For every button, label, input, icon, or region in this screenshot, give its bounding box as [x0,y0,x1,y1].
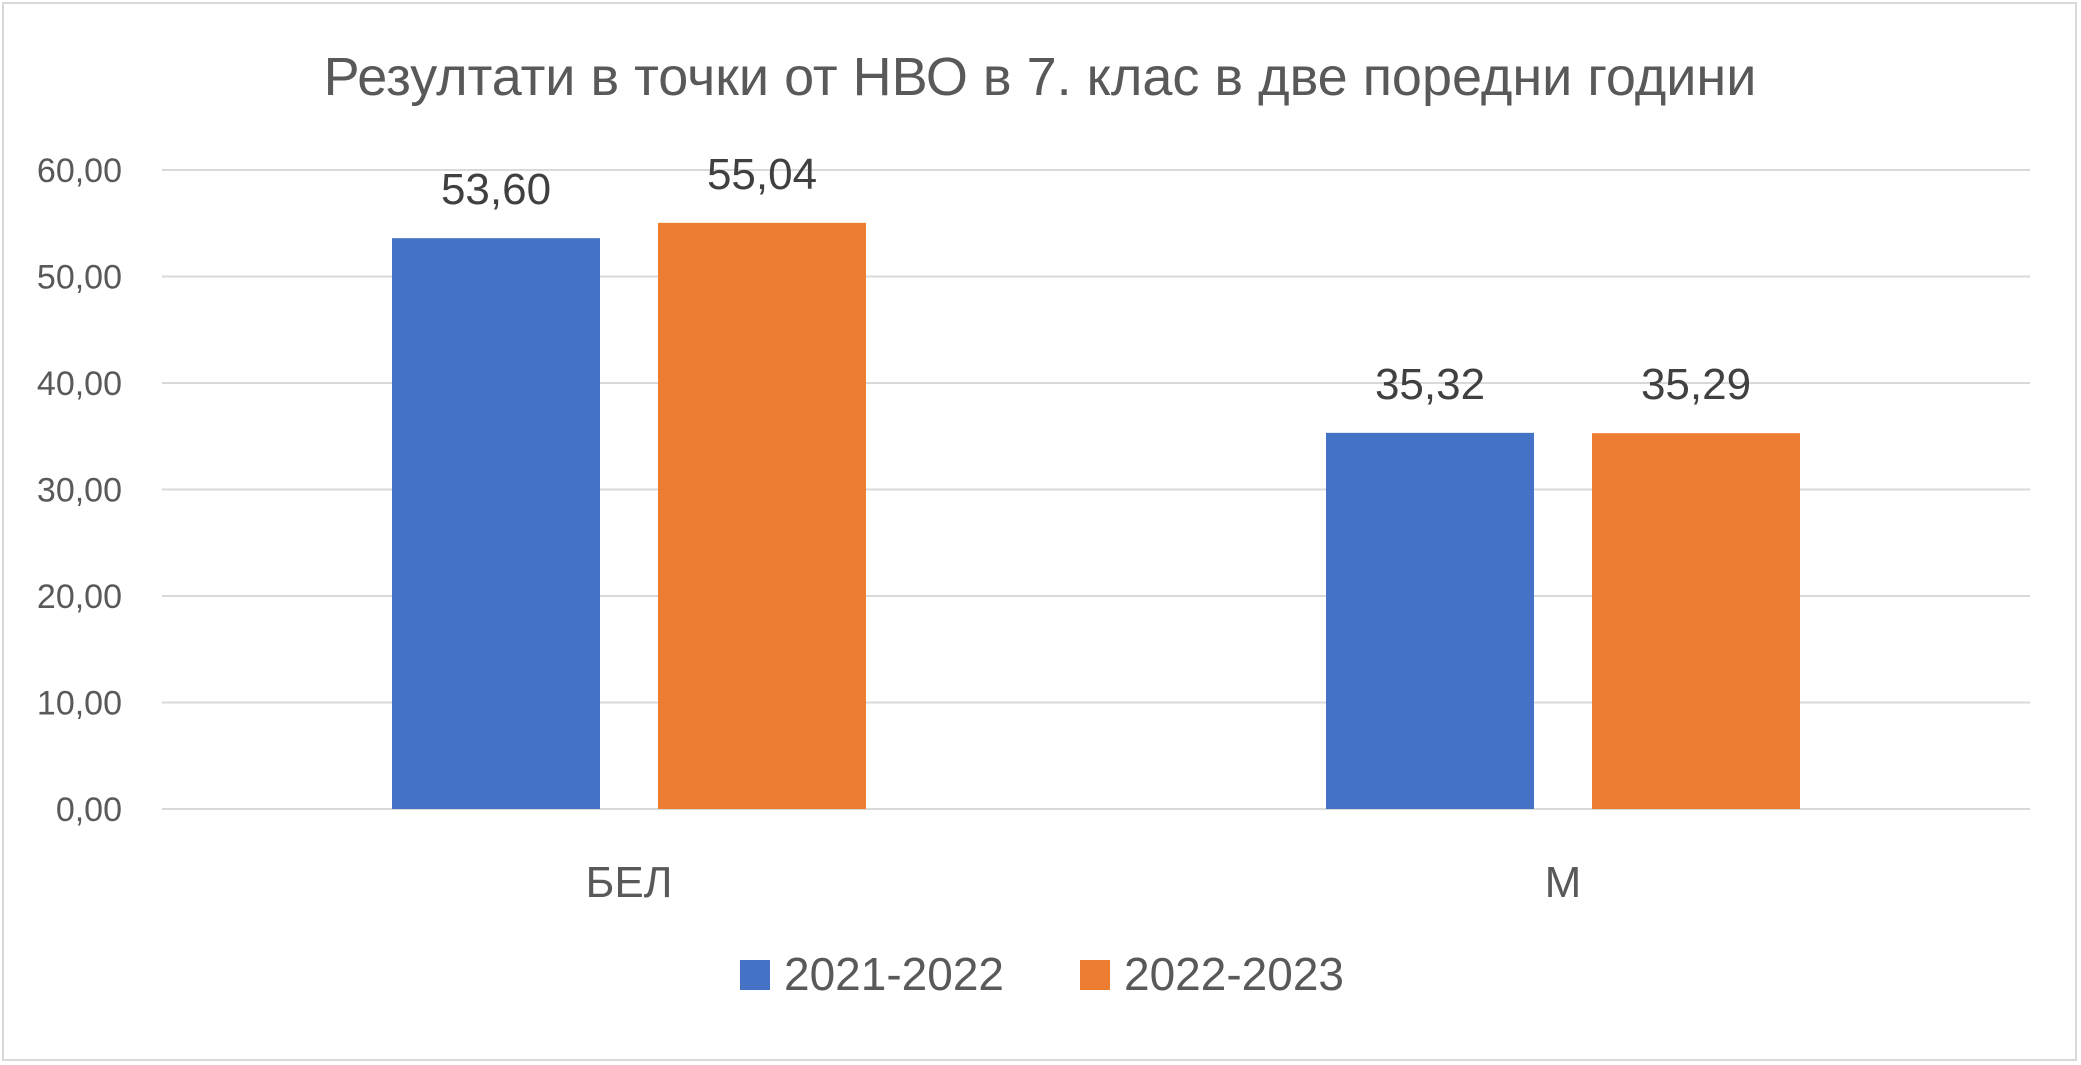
y-tick-label: 30,00 [37,472,122,510]
bar-2-2 [1592,433,1800,809]
legend-swatch [1080,960,1110,990]
data-label: 55,04 [707,150,817,199]
chart-title: Резултати в точки от НВО в 7. клас в две… [324,47,1757,107]
y-tick-label: 10,00 [37,685,122,723]
legend-swatch [740,960,770,990]
data-label: 35,32 [1375,360,1485,409]
x-axis-categories: БЕЛ М [585,858,1581,907]
y-tick-label: 40,00 [37,365,122,403]
data-label: 35,29 [1641,360,1751,409]
bar-2-1 [1326,432,1534,809]
legend: 2021-2022 2022-2023 [740,948,1344,1000]
x-category-label: БЕЛ [585,858,672,907]
y-axis-ticks: 0,00 10,00 20,00 30,00 40,00 50,00 60,00 [37,152,122,829]
bar-1-1 [392,238,600,809]
bar-1-2 [658,222,866,810]
y-tick-label: 20,00 [37,578,122,616]
y-tick-label: 60,00 [37,152,122,190]
data-labels: 53,60 55,04 35,32 35,29 [441,150,1751,409]
x-category-label: М [1545,858,1582,907]
legend-label: 2021-2022 [784,948,1004,1000]
bars [392,222,1800,810]
y-tick-label: 0,00 [56,791,122,829]
data-label: 53,60 [441,165,551,214]
y-tick-label: 50,00 [37,259,122,297]
legend-label: 2022-2023 [1124,948,1344,1000]
